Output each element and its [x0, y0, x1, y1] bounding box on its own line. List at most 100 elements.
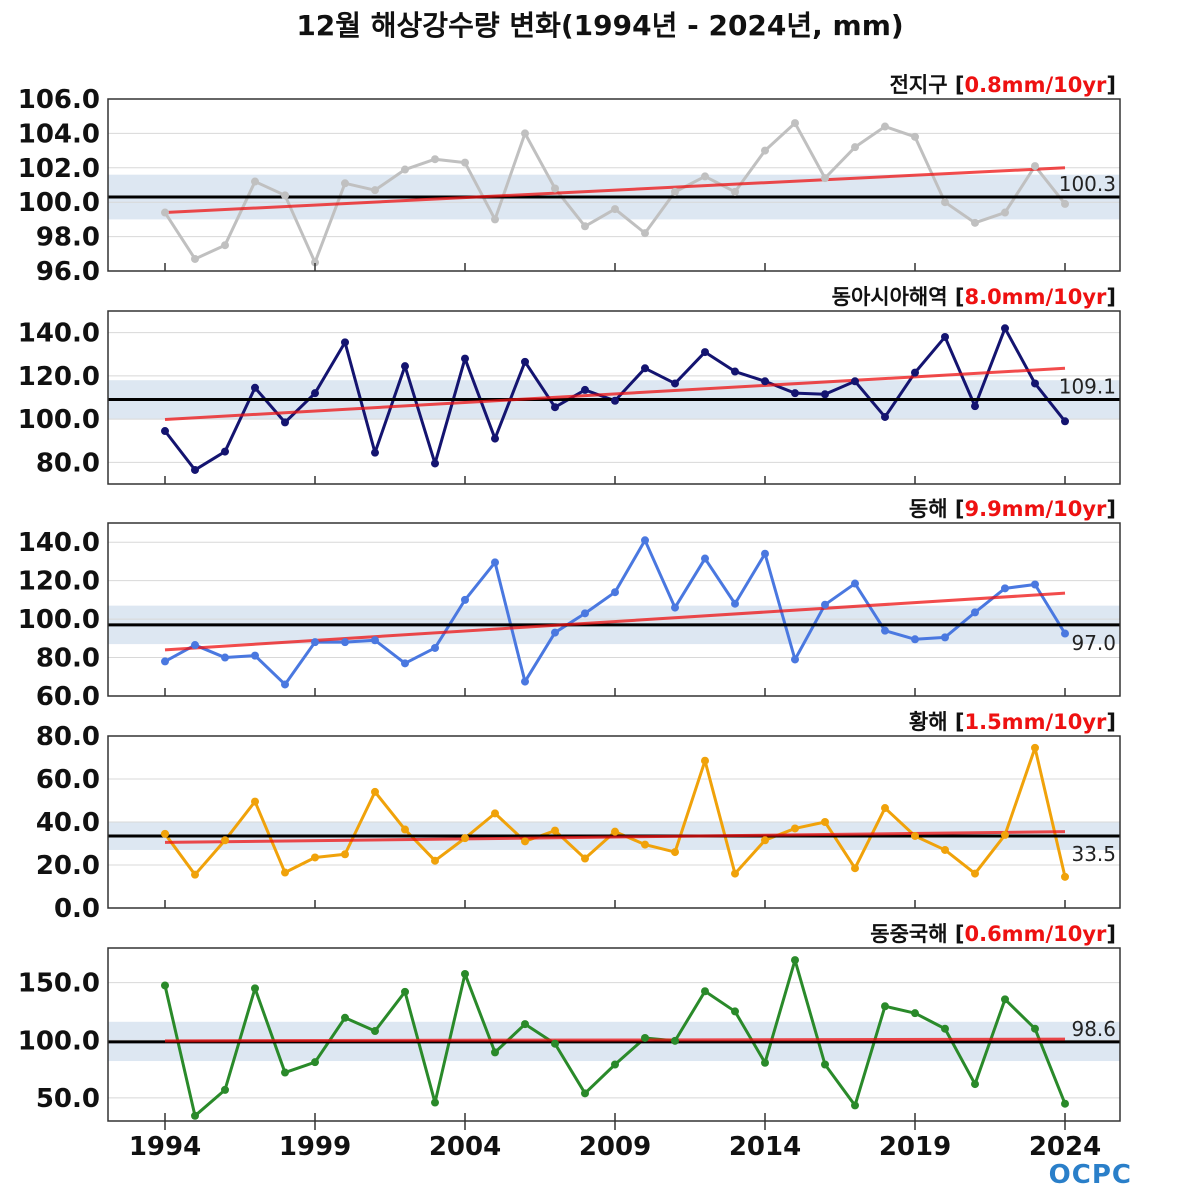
data-point — [311, 258, 319, 267]
data-point — [881, 626, 889, 635]
data-point — [341, 338, 349, 347]
data-point — [521, 677, 529, 686]
data-point — [191, 870, 199, 879]
data-point — [1001, 208, 1009, 217]
data-point — [761, 549, 769, 558]
trend-line — [164, 1037, 1066, 1043]
mean-label: 33.5 — [1071, 842, 1116, 866]
ocpc-logo: OCPC — [1048, 1160, 1132, 1190]
data-point — [251, 651, 259, 660]
data-point — [1031, 162, 1039, 171]
data-point — [251, 984, 259, 993]
data-point — [581, 609, 589, 618]
data-point — [821, 174, 829, 183]
x-tick-label: 2009 — [579, 1132, 651, 1162]
data-point — [671, 379, 679, 388]
region-name: 황해 — [909, 710, 955, 734]
data-point — [401, 659, 409, 668]
data-point — [401, 825, 409, 834]
data-point — [911, 635, 919, 644]
data-point — [521, 357, 529, 366]
data-point — [731, 367, 739, 376]
data-point — [401, 987, 409, 996]
mean-label: 109.1 — [1059, 374, 1116, 398]
y-tick-label: 100.0 — [18, 405, 100, 435]
data-point — [941, 332, 949, 341]
data-point — [551, 826, 559, 835]
data-point — [1001, 995, 1009, 1004]
data-point — [671, 187, 679, 196]
data-point — [491, 434, 499, 443]
bracket-close: ] — [1106, 922, 1116, 946]
data-point — [851, 1101, 859, 1110]
data-point — [551, 403, 559, 412]
panel-4: 0.0 20.0 40.0 60.0 80.0 33.5 황해 [1.5mm/10yr] — [36, 710, 1121, 924]
y-tick-label: 96.0 — [36, 257, 100, 287]
data-point — [431, 1098, 439, 1107]
panel-1: 96.0 98.0 100.0 102.0 104.0 106.0 100.3 전지구 [0.… — [18, 73, 1121, 287]
data-point — [851, 864, 859, 873]
x-tick-label: 1999 — [279, 1132, 351, 1162]
y-tick-label: 150.0 — [18, 969, 100, 999]
data-point — [911, 1009, 919, 1018]
trend-line — [164, 366, 1066, 422]
panel-frame — [107, 98, 1121, 272]
data-point — [701, 987, 709, 996]
data-point — [1061, 417, 1069, 426]
y-tick-label: 60.0 — [36, 765, 100, 795]
bracket-close: ] — [1106, 497, 1116, 521]
data-point — [701, 756, 709, 765]
data-point — [461, 354, 469, 363]
data-point — [281, 418, 289, 427]
y-tick-label: 20.0 — [36, 851, 100, 881]
data-point — [191, 254, 199, 263]
data-point — [1031, 743, 1039, 752]
data-point — [971, 218, 979, 227]
data-point — [461, 595, 469, 604]
data-point — [551, 628, 559, 637]
data-point — [461, 158, 469, 167]
data-point — [1061, 1099, 1069, 1108]
data-point — [311, 638, 319, 647]
data-point — [1031, 580, 1039, 589]
data-point — [641, 536, 649, 545]
data-point — [521, 837, 529, 846]
data-point — [1031, 1024, 1039, 1033]
data-point — [221, 1085, 229, 1094]
data-point — [851, 579, 859, 588]
data-point — [311, 1058, 319, 1067]
x-tick-label: 1994 — [129, 1132, 201, 1162]
panel-2: 80.0 100.0 120.0 140.0 109.1 동아시아해역 [8.0mm/10… — [18, 285, 1121, 485]
panel-header: 전지구 [0.8mm/10yr] — [890, 73, 1116, 97]
data-point — [731, 187, 739, 196]
data-point — [341, 850, 349, 859]
data-point — [671, 1036, 679, 1045]
data-point — [971, 608, 979, 617]
data-point — [941, 845, 949, 854]
bracket-open: [ — [955, 285, 965, 309]
data-point — [791, 655, 799, 664]
data-point — [641, 364, 649, 373]
panel-header: 동중국해 [0.6mm/10yr] — [870, 922, 1116, 946]
data-point — [581, 385, 589, 394]
data-point — [881, 1002, 889, 1011]
panel-frame — [107, 735, 1121, 909]
data-point — [491, 558, 499, 567]
y-tick-label: 40.0 — [36, 808, 100, 838]
data-point — [521, 1020, 529, 1029]
data-point — [761, 377, 769, 386]
y-tick-label: 0.0 — [54, 894, 100, 924]
data-point — [281, 680, 289, 689]
data-point — [371, 787, 379, 796]
data-point — [401, 362, 409, 371]
data-point — [881, 122, 889, 131]
data-point — [281, 191, 289, 200]
data-point — [791, 824, 799, 833]
y-tick-label: 80.0 — [36, 722, 100, 752]
region-name: 동해 — [909, 497, 955, 521]
trend-rate: 1.5mm/10yr — [964, 710, 1107, 734]
panel-3: 60.0 80.0 100.0 120.0 140.0 97.0 동해 [9.9mm/10y… — [18, 497, 1121, 712]
bracket-open: [ — [955, 710, 965, 734]
data-point — [761, 146, 769, 155]
data-point — [461, 834, 469, 843]
